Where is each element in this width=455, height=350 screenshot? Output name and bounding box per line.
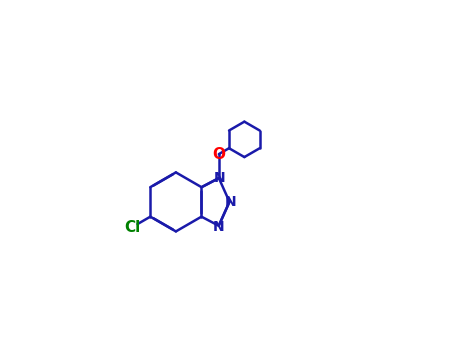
Text: Cl: Cl bbox=[124, 220, 140, 235]
Text: N: N bbox=[214, 171, 226, 185]
Text: N: N bbox=[225, 195, 237, 209]
Text: O: O bbox=[212, 147, 225, 162]
Text: N: N bbox=[213, 220, 225, 234]
